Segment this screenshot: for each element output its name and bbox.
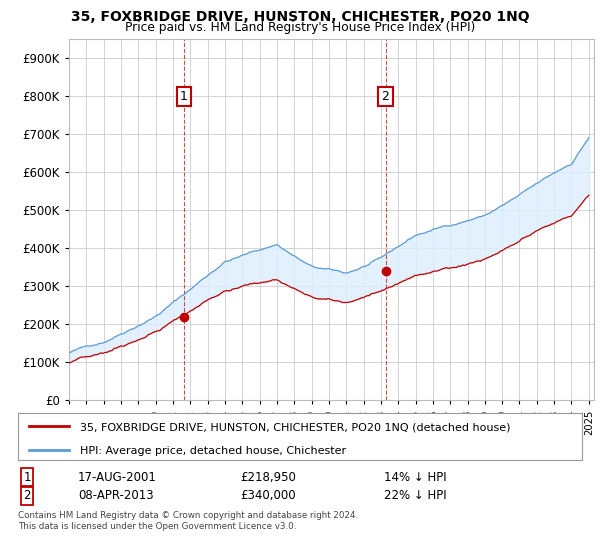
- Text: 17-AUG-2001: 17-AUG-2001: [78, 470, 157, 484]
- Text: HPI: Average price, detached house, Chichester: HPI: Average price, detached house, Chic…: [80, 446, 346, 456]
- Text: Price paid vs. HM Land Registry's House Price Index (HPI): Price paid vs. HM Land Registry's House …: [125, 21, 475, 34]
- Text: 1: 1: [180, 90, 188, 102]
- Text: £340,000: £340,000: [240, 489, 296, 502]
- Text: 35, FOXBRIDGE DRIVE, HUNSTON, CHICHESTER, PO20 1NQ (detached house): 35, FOXBRIDGE DRIVE, HUNSTON, CHICHESTER…: [80, 422, 511, 432]
- Text: £218,950: £218,950: [240, 470, 296, 484]
- Text: 35, FOXBRIDGE DRIVE, HUNSTON, CHICHESTER, PO20 1NQ: 35, FOXBRIDGE DRIVE, HUNSTON, CHICHESTER…: [71, 10, 529, 24]
- Text: 14% ↓ HPI: 14% ↓ HPI: [384, 470, 446, 484]
- Text: This data is licensed under the Open Government Licence v3.0.: This data is licensed under the Open Gov…: [18, 522, 296, 531]
- Text: 08-APR-2013: 08-APR-2013: [78, 489, 154, 502]
- Text: 2: 2: [23, 489, 31, 502]
- Text: Contains HM Land Registry data © Crown copyright and database right 2024.: Contains HM Land Registry data © Crown c…: [18, 511, 358, 520]
- Text: 2: 2: [382, 90, 389, 102]
- Text: 1: 1: [23, 470, 31, 484]
- Text: 22% ↓ HPI: 22% ↓ HPI: [384, 489, 446, 502]
